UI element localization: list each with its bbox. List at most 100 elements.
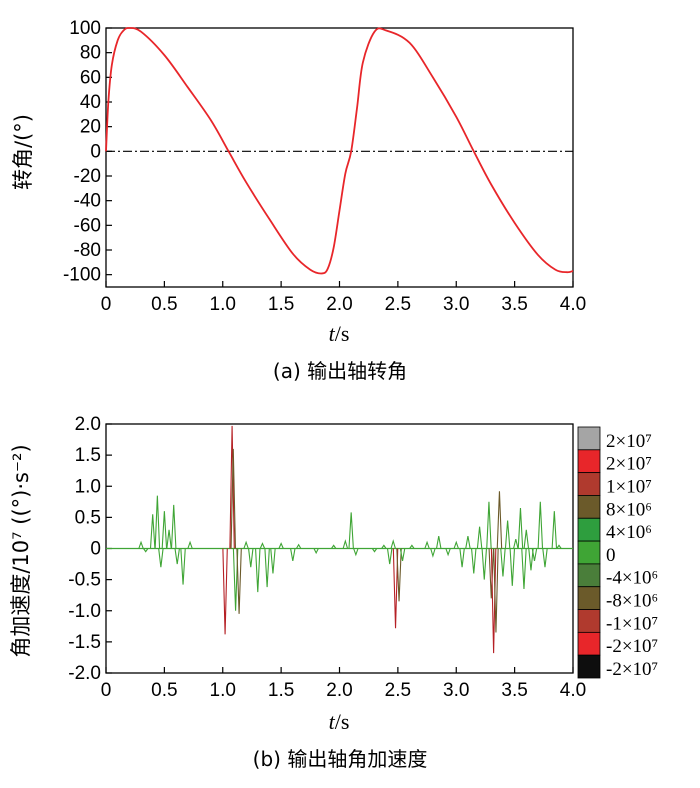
acceleration-spike (481, 548, 488, 580)
acceleration-spike (229, 425, 235, 549)
colorbar-swatch (577, 586, 601, 610)
x-tick-label: 2.5 (385, 680, 411, 701)
acceleration-spike (230, 448, 237, 549)
colorbar-swatch (577, 540, 601, 565)
x-tick-label: 2.5 (385, 294, 411, 315)
y-tick-label: -1.5 (68, 632, 101, 653)
y-tick-label: -2.0 (68, 663, 101, 684)
colorbar-label: -2×10⁷ (606, 636, 658, 657)
acceleration-spike (399, 548, 406, 562)
colorbar-swatch (577, 609, 601, 633)
acceleration-spike (488, 548, 495, 599)
acceleration-spike (170, 504, 177, 549)
x-tick-label: 3.5 (501, 294, 527, 315)
y-tick-label: -0.5 (68, 570, 101, 591)
acceleration-spike (236, 548, 242, 614)
colorbar-swatch (577, 495, 601, 519)
chart-a-y-ticks: 100 80 60 40 20 0 -20 -40 -60 -80 -100 (63, 18, 112, 286)
plot-frame (105, 27, 574, 288)
y-tick-label: -100 (63, 265, 101, 286)
chart-a-axes (105, 27, 574, 288)
acceleration-spike (496, 491, 503, 549)
acceleration-series (106, 425, 573, 654)
chart-a-angle: 0 0.5 1.0 1.5 2.0 2.5 3.0 3.5 4.0 100 80 60 40 20 0 -2… (11, 18, 586, 383)
y-tick-label: 20 (80, 117, 101, 138)
acceleration-spike (331, 544, 337, 549)
colorbar-swatch (577, 426, 601, 451)
acceleration-spike (180, 548, 186, 585)
acceleration-spike (471, 548, 477, 574)
y-tick-label: 2.0 (75, 414, 101, 435)
x-tick-label: 3.5 (501, 680, 527, 701)
x-tick-label: 4.0 (560, 294, 586, 315)
x-tick-label: 1.0 (210, 680, 236, 701)
y-tick-label: 100 (69, 18, 101, 39)
acceleration-spike (531, 548, 538, 562)
acceleration-spike (523, 529, 530, 549)
acceleration-spike (486, 501, 492, 549)
acceleration-spike (542, 548, 548, 568)
acceleration-spike (386, 548, 393, 565)
x-tick-label: 0.5 (151, 680, 177, 701)
acceleration-spike (537, 501, 544, 549)
acceleration-spike (222, 548, 228, 635)
chart-b-x-axis-label: t/s (329, 709, 350, 734)
y-tick-label: -80 (74, 240, 101, 261)
y-tick-label: -40 (74, 191, 101, 212)
acceleration-spike (459, 548, 465, 568)
x-tick-label: 3.0 (443, 294, 469, 315)
acceleration-spike (313, 548, 319, 555)
x-tick-label: 0 (101, 680, 112, 701)
angle-series-line (105, 27, 574, 275)
colorbar-label: -8×10⁶ (606, 591, 658, 612)
colorbar-label: -1×10⁷ (606, 613, 658, 634)
acceleration-spike (255, 548, 261, 593)
acceleration-spike (528, 548, 534, 571)
colorbar-swatch (577, 472, 601, 496)
y-tick-label: 0 (90, 539, 101, 560)
acceleration-spike (500, 548, 506, 577)
y-tick-label: 0 (90, 141, 101, 162)
chart-a-x-ticks: 0 0.5 1.0 1.5 2.0 2.5 3.0 3.5 4.0 (101, 281, 586, 315)
x-tick-label: 1.0 (210, 294, 236, 315)
chart-b-y-ticks: 2.0 1.5 1.0 0.5 0 -0.5 -1.0 -1.5 -2.0 (68, 414, 112, 684)
colorbar-legend: 2×10⁷2×10⁷1×10⁷8×10⁶4×10⁶0-4×10⁶-8×10⁶-1… (577, 426, 658, 680)
y-tick-label: 80 (80, 43, 101, 64)
acceleration-spike (259, 542, 266, 549)
x-tick-label: 3.0 (443, 680, 469, 701)
colorbar-label: 2×10⁷ (606, 431, 652, 452)
y-tick-label: 0.5 (75, 507, 101, 528)
acceleration-spike (264, 548, 270, 588)
colorbar-swatch (577, 449, 601, 474)
x-tick-label: 0 (101, 294, 112, 315)
acceleration-spike (493, 548, 499, 633)
acceleration-spike (158, 548, 164, 568)
chart-b-y-axis-label: 角加速度/10⁷ ((°)·s⁻²) (9, 444, 33, 657)
chart-b-caption: (b) 输出轴角加速度 (253, 747, 428, 771)
colorbar-swatch (577, 631, 601, 656)
x-tick-label: 2.0 (326, 680, 352, 701)
acceleration-spike (453, 540, 459, 549)
y-tick-label: 1.0 (75, 476, 101, 497)
colorbar-label: 2×10⁷ (606, 454, 652, 475)
acceleration-spike (270, 548, 276, 574)
x-tick-label: 1.5 (268, 680, 294, 701)
acceleration-spike (556, 544, 562, 549)
chart-b-x-ticks: 0 0.5 1.0 1.5 2.0 2.5 3.0 3.5 4.0 (101, 667, 586, 701)
acceleration-spike (174, 548, 180, 565)
colorbar-swatch (577, 563, 601, 588)
acceleration-spike (248, 548, 254, 568)
y-tick-label: 1.5 (75, 445, 101, 466)
chart-a-x-axis-label: t/s (329, 321, 350, 346)
acceleration-spike (513, 539, 519, 549)
y-tick-label: -60 (74, 215, 101, 236)
acceleration-spike (154, 495, 161, 549)
acceleration-spike (353, 548, 359, 557)
colorbar-label: 1×10⁷ (606, 476, 652, 497)
y-tick-label: 40 (80, 92, 101, 113)
y-tick-label: 60 (80, 67, 101, 88)
acceleration-spike (295, 543, 302, 549)
acceleration-spike (166, 529, 172, 549)
x-tick-label: 1.5 (268, 294, 294, 315)
